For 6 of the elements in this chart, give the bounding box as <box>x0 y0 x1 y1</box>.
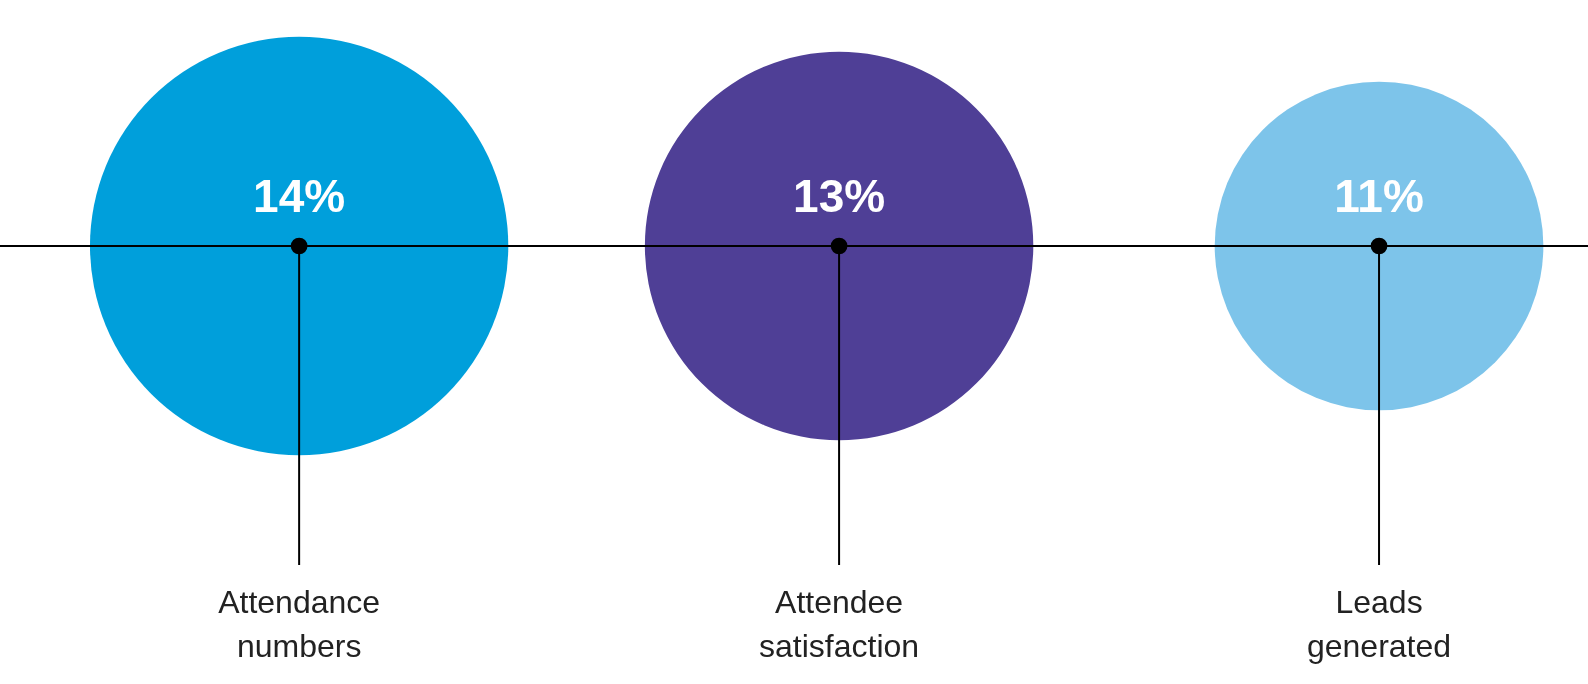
category-label: Leads generated <box>1306 584 1452 664</box>
data-label: 14% <box>253 170 346 222</box>
data-label: 11% <box>1334 170 1424 222</box>
category-label: Attendee satisfaction <box>759 584 920 664</box>
data-label: 13% <box>793 170 886 222</box>
category-label: Attendance numbers <box>218 584 381 664</box>
